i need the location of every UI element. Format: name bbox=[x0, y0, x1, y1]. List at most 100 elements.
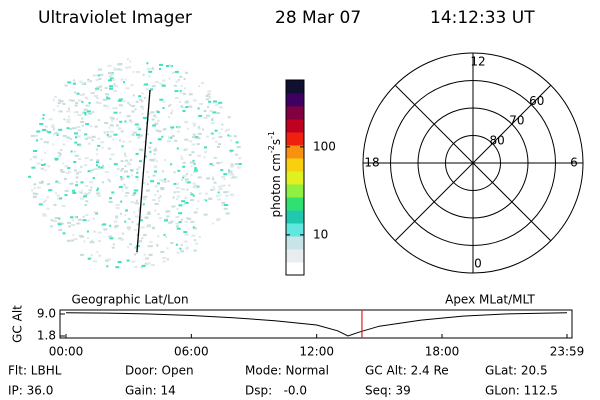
pixel bbox=[175, 222, 180, 225]
pixel bbox=[183, 87, 186, 90]
pixel bbox=[188, 105, 193, 108]
ring-label: 80 bbox=[489, 133, 504, 147]
pixel bbox=[124, 120, 127, 123]
pixel bbox=[185, 180, 188, 183]
pixel bbox=[141, 237, 144, 240]
pixel bbox=[211, 118, 214, 121]
pixel bbox=[119, 120, 123, 123]
pixel bbox=[75, 181, 78, 184]
pixel bbox=[58, 217, 61, 220]
pixel bbox=[117, 99, 122, 102]
pixel bbox=[39, 123, 44, 125]
pixel bbox=[173, 171, 176, 174]
pixel bbox=[120, 169, 123, 172]
pixel bbox=[149, 159, 154, 161]
pixel bbox=[145, 189, 150, 192]
pixel bbox=[192, 99, 197, 102]
pixel bbox=[112, 243, 115, 246]
pixel bbox=[79, 197, 84, 200]
pixel bbox=[159, 68, 161, 70]
pixel bbox=[117, 127, 122, 130]
pixel bbox=[99, 85, 103, 88]
pixel bbox=[125, 87, 130, 90]
pixel bbox=[124, 78, 127, 81]
pixel bbox=[196, 143, 200, 146]
pixel bbox=[193, 169, 198, 172]
pixel bbox=[134, 228, 138, 231]
pixel bbox=[212, 176, 214, 179]
pixel bbox=[124, 214, 127, 217]
pixel bbox=[75, 184, 79, 187]
pixel bbox=[33, 187, 36, 189]
pixel bbox=[176, 147, 179, 150]
pixel bbox=[101, 146, 104, 149]
colorbar-band bbox=[286, 171, 304, 185]
pixel bbox=[190, 220, 195, 223]
pixel bbox=[128, 140, 132, 143]
pixel bbox=[179, 75, 183, 78]
pixel bbox=[190, 165, 193, 168]
mlt-label: 6 bbox=[570, 156, 578, 170]
pixel bbox=[42, 213, 47, 216]
pixel bbox=[115, 207, 120, 210]
pixel bbox=[66, 127, 70, 130]
pixel bbox=[62, 143, 66, 146]
pixel bbox=[229, 149, 234, 152]
pixel bbox=[221, 176, 225, 179]
pixel bbox=[119, 212, 122, 215]
pixel bbox=[184, 196, 188, 199]
pixel bbox=[233, 135, 237, 138]
pixel bbox=[124, 155, 128, 158]
pixel bbox=[32, 192, 36, 195]
pixel bbox=[179, 91, 183, 94]
pixel bbox=[113, 133, 118, 136]
polar-spoke bbox=[394, 84, 552, 242]
pixel bbox=[45, 130, 48, 133]
pixel bbox=[141, 264, 146, 267]
pixel bbox=[127, 161, 131, 164]
pixel bbox=[44, 169, 47, 172]
pixel bbox=[158, 197, 160, 200]
pixel bbox=[184, 138, 189, 141]
pixel bbox=[197, 125, 200, 128]
pixel bbox=[189, 199, 194, 202]
pixel bbox=[151, 118, 155, 121]
pixel bbox=[198, 236, 201, 238]
pixel bbox=[42, 214, 47, 217]
pixel bbox=[95, 97, 99, 99]
pixel bbox=[81, 117, 84, 120]
pixel bbox=[77, 129, 82, 132]
pixel bbox=[103, 131, 106, 134]
pixel bbox=[159, 63, 163, 66]
pixel bbox=[211, 132, 214, 135]
pixel bbox=[140, 226, 145, 229]
pixel bbox=[77, 218, 82, 221]
pixel bbox=[113, 67, 116, 70]
pixel bbox=[80, 235, 85, 238]
pixel bbox=[111, 78, 116, 81]
pixel bbox=[160, 188, 164, 191]
pixel bbox=[80, 191, 83, 194]
pixel bbox=[140, 134, 144, 137]
pixel bbox=[155, 129, 160, 132]
pixel bbox=[166, 140, 171, 143]
pixel bbox=[126, 115, 131, 118]
pixel bbox=[71, 224, 76, 226]
pixel bbox=[120, 78, 124, 81]
pixel bbox=[83, 108, 88, 111]
pixel bbox=[146, 183, 149, 186]
pixel bbox=[226, 128, 231, 131]
pixel bbox=[125, 191, 130, 194]
pixel bbox=[151, 68, 155, 71]
unit-exp: -1 bbox=[267, 131, 276, 139]
pixel bbox=[124, 165, 127, 168]
pixel bbox=[131, 221, 134, 223]
pixel bbox=[91, 139, 94, 142]
pixel bbox=[118, 186, 123, 189]
pixel bbox=[90, 80, 92, 83]
pixel bbox=[176, 126, 181, 129]
pixel bbox=[55, 158, 59, 161]
pixel bbox=[116, 168, 120, 170]
pixel bbox=[212, 178, 214, 180]
pixel bbox=[148, 146, 152, 149]
